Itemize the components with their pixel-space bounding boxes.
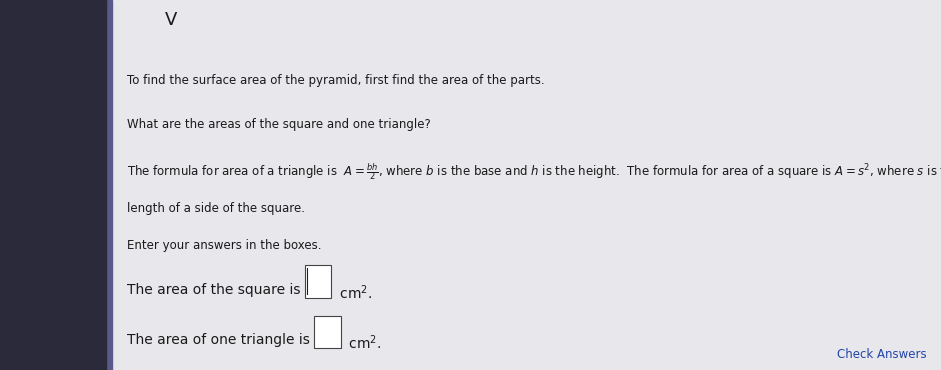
Text: Enter your answers in the boxes.: Enter your answers in the boxes. — [127, 239, 322, 252]
Text: The formula for area of a triangle is  $A = \frac{bh}{2}$, where $b$ is the base: The formula for area of a triangle is $A… — [127, 161, 941, 182]
Bar — [0, 0, 108, 370]
Text: cm$^2$.: cm$^2$. — [335, 283, 373, 302]
Bar — [108, 0, 112, 370]
Bar — [108, 0, 941, 370]
Text: cm$^2$.: cm$^2$. — [344, 333, 381, 352]
Text: length of a side of the square.: length of a side of the square. — [127, 202, 305, 215]
Text: Check Answers: Check Answers — [837, 348, 927, 361]
Text: To find the surface area of the pyramid, first find the area of the parts.: To find the surface area of the pyramid,… — [127, 74, 545, 87]
Text: What are the areas of the square and one triangle?: What are the areas of the square and one… — [127, 118, 431, 131]
Text: The area of one triangle is: The area of one triangle is — [127, 333, 314, 347]
Text: V: V — [165, 11, 177, 29]
FancyBboxPatch shape — [305, 265, 331, 298]
Text: The area of the square is: The area of the square is — [127, 283, 305, 297]
FancyBboxPatch shape — [314, 316, 341, 348]
